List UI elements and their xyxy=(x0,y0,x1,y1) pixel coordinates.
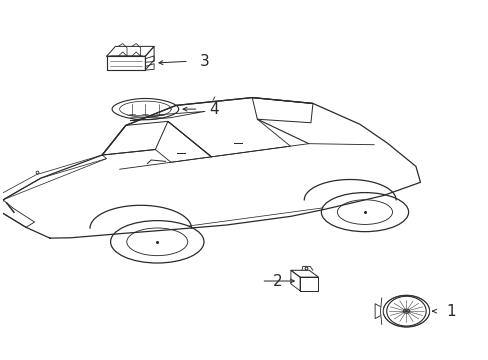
Text: 2: 2 xyxy=(272,274,282,288)
Text: 4: 4 xyxy=(209,102,219,117)
Text: 3: 3 xyxy=(200,54,209,69)
Text: 1: 1 xyxy=(446,303,455,319)
